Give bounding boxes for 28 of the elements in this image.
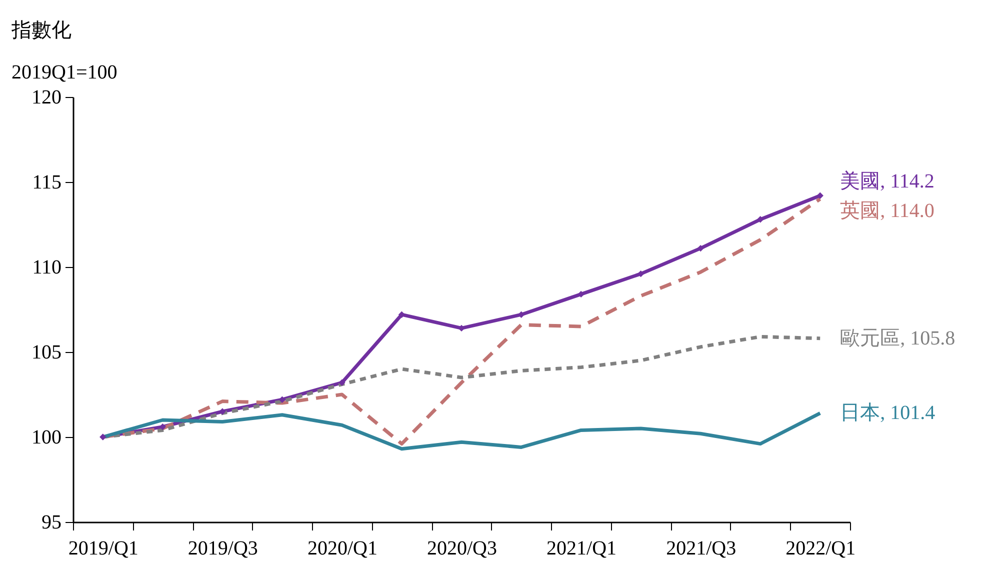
annotation: 歐元區, 105.8 [840, 327, 956, 350]
y-tick-label: 100 [32, 426, 62, 448]
point [578, 290, 584, 298]
point [697, 244, 704, 252]
x-tick-label: 2020/Q1 [307, 538, 378, 560]
x-tick-label: 2021/Q3 [666, 538, 736, 560]
y-tick-label: 95 [42, 512, 62, 534]
y-tick-label: 115 [32, 172, 62, 194]
annotation: 美國, 114.2 [840, 170, 934, 193]
x-tick-label: 2019/Q1 [68, 538, 138, 560]
point [219, 408, 226, 415]
point [278, 396, 286, 403]
point [816, 192, 824, 199]
point [100, 434, 106, 440]
point [756, 216, 764, 223]
y-tick-label: 105 [32, 342, 62, 364]
x-tick-label: 2021/Q1 [546, 538, 617, 560]
x-tick-label: 2022/Q1 [786, 538, 856, 560]
y-axis-title: 指數化 2019Q1=100 [10, 20, 118, 84]
y-tick-label: 110 [32, 256, 62, 278]
annotation: 英國, 114.0 [840, 200, 934, 222]
point [458, 324, 465, 332]
point [338, 379, 346, 386]
x-tick-label: 2019/Q3 [188, 538, 258, 560]
y-tick-label: 120 [32, 86, 62, 108]
x-tick-label: 2020/Q3 [427, 538, 497, 560]
annotation: 日本, 101.4 [840, 402, 936, 424]
point [637, 270, 644, 278]
